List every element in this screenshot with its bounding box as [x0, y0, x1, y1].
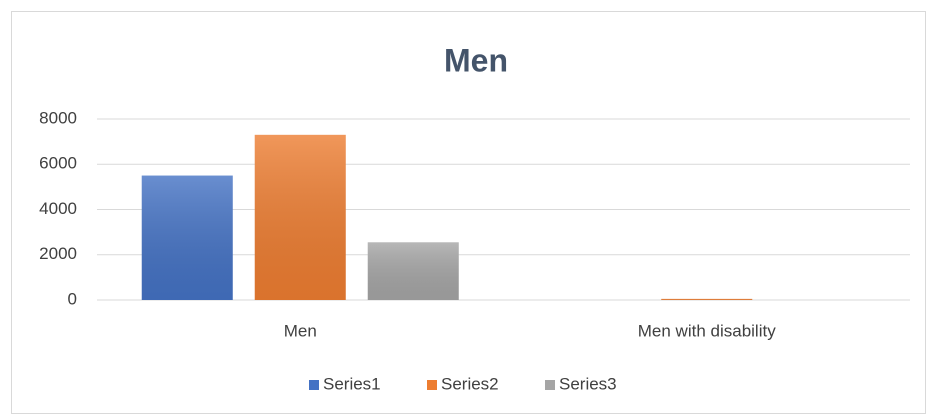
- legend-label: Series3: [559, 374, 617, 393]
- y-tick-label: 6000: [39, 154, 77, 173]
- bar-shade: [141, 175, 233, 300]
- y-tick-label: 8000: [39, 108, 77, 127]
- legend-swatch: [545, 380, 555, 390]
- y-tick-label: 0: [68, 289, 77, 308]
- legend-swatch: [309, 380, 319, 390]
- chart-title: Men: [444, 42, 508, 78]
- legend-label: Series2: [441, 374, 499, 393]
- x-tick-label: Men with disability: [638, 321, 776, 340]
- y-tick-label: 2000: [39, 244, 77, 263]
- legend-swatch: [427, 380, 437, 390]
- x-tick-label: Men: [284, 321, 317, 340]
- y-tick-label: 4000: [39, 199, 77, 218]
- bar-shade: [367, 242, 459, 300]
- legend-label: Series1: [323, 374, 381, 393]
- bar-shade: [254, 134, 346, 300]
- bar-shade: [661, 298, 753, 300]
